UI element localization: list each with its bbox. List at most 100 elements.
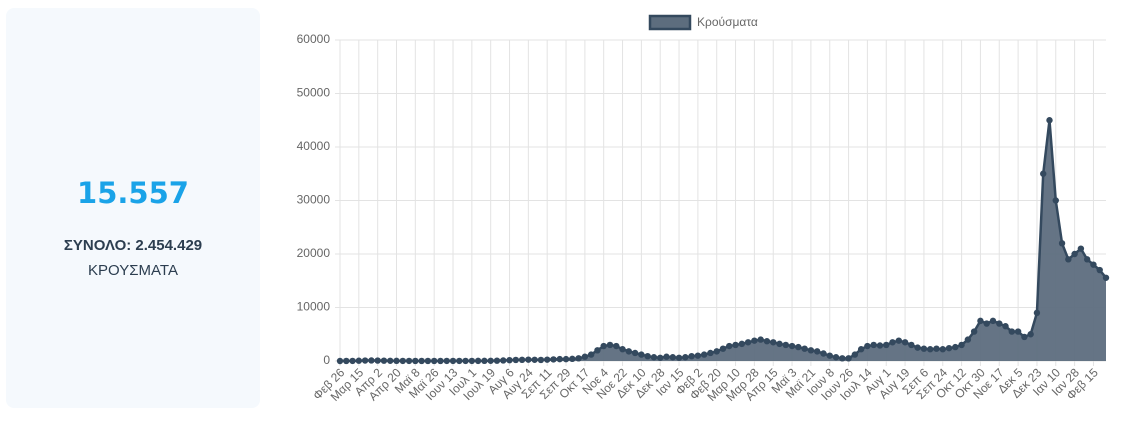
point bbox=[1071, 250, 1078, 258]
point bbox=[393, 357, 400, 365]
point bbox=[1027, 331, 1034, 338]
point bbox=[1040, 170, 1047, 177]
point bbox=[1090, 261, 1097, 268]
point bbox=[569, 355, 576, 363]
point bbox=[613, 342, 620, 350]
point bbox=[989, 317, 997, 325]
point bbox=[1046, 117, 1053, 124]
summary-card: 15.557 ΣΥΝΟΛΟ: 2.454.429 ΚΡΟΥΣΜΑΤΑ bbox=[6, 8, 260, 408]
point bbox=[889, 339, 896, 346]
y-tick-label: 40000 bbox=[297, 139, 331, 153]
point bbox=[832, 354, 840, 361]
point bbox=[449, 357, 457, 365]
point bbox=[757, 336, 764, 343]
point bbox=[864, 342, 871, 350]
point bbox=[625, 348, 633, 355]
point bbox=[700, 351, 708, 358]
point bbox=[487, 357, 494, 364]
point bbox=[883, 341, 890, 349]
point bbox=[738, 340, 746, 348]
point bbox=[914, 344, 921, 351]
point bbox=[355, 357, 363, 364]
point bbox=[939, 346, 946, 353]
point bbox=[1021, 333, 1028, 341]
y-tick-label: 10000 bbox=[297, 300, 331, 314]
point bbox=[1014, 328, 1022, 335]
point bbox=[1002, 323, 1009, 330]
point bbox=[1033, 309, 1041, 317]
point bbox=[481, 357, 488, 365]
point bbox=[437, 357, 444, 365]
point bbox=[895, 337, 903, 344]
point bbox=[405, 357, 413, 365]
point bbox=[631, 349, 639, 357]
legend-swatch bbox=[648, 14, 692, 31]
point bbox=[644, 352, 651, 360]
point bbox=[945, 344, 953, 352]
point bbox=[424, 357, 432, 365]
point bbox=[361, 357, 369, 364]
point bbox=[1077, 245, 1085, 252]
point bbox=[619, 346, 626, 353]
point bbox=[525, 356, 532, 363]
point bbox=[474, 357, 482, 365]
point bbox=[870, 341, 877, 349]
point bbox=[1008, 328, 1016, 335]
point bbox=[688, 352, 695, 360]
point bbox=[456, 357, 463, 365]
point bbox=[964, 336, 972, 343]
point bbox=[770, 339, 777, 346]
card-label: ΚΡΟΥΣΜΑΤΑ bbox=[88, 262, 178, 279]
point bbox=[343, 357, 350, 365]
point bbox=[412, 357, 419, 365]
point bbox=[537, 356, 545, 364]
point bbox=[970, 328, 978, 335]
point bbox=[713, 348, 720, 355]
point bbox=[374, 357, 381, 364]
y-tick-label: 30000 bbox=[297, 193, 331, 207]
point bbox=[1058, 240, 1066, 247]
point bbox=[851, 351, 859, 358]
area bbox=[340, 120, 1106, 361]
point bbox=[813, 348, 821, 355]
point bbox=[876, 342, 884, 349]
point bbox=[650, 354, 658, 361]
point bbox=[430, 357, 438, 365]
point bbox=[387, 357, 394, 364]
point bbox=[556, 355, 563, 363]
point bbox=[575, 355, 582, 362]
daily-value: 15.557 bbox=[77, 176, 189, 210]
point bbox=[901, 339, 909, 346]
point bbox=[336, 357, 344, 365]
point bbox=[368, 357, 375, 364]
legend-label: Κρούσματα bbox=[697, 15, 758, 29]
point bbox=[380, 357, 388, 364]
point bbox=[732, 341, 739, 349]
point bbox=[418, 357, 425, 365]
point bbox=[795, 343, 802, 351]
point bbox=[600, 342, 607, 350]
point bbox=[694, 352, 702, 359]
point bbox=[462, 357, 469, 365]
point bbox=[707, 349, 714, 357]
point bbox=[926, 346, 934, 353]
point bbox=[518, 356, 526, 364]
point bbox=[933, 345, 940, 352]
point bbox=[920, 345, 928, 352]
point bbox=[550, 356, 557, 363]
point bbox=[663, 353, 670, 360]
point bbox=[801, 345, 808, 352]
point bbox=[1083, 256, 1091, 263]
y-tick-label: 0 bbox=[323, 353, 330, 367]
point bbox=[512, 356, 520, 364]
point bbox=[581, 353, 589, 360]
point bbox=[500, 357, 507, 364]
y-tick-label: 50000 bbox=[297, 86, 331, 100]
point bbox=[807, 347, 815, 354]
point bbox=[657, 354, 664, 361]
point bbox=[399, 357, 406, 365]
point bbox=[788, 342, 796, 350]
point bbox=[606, 341, 614, 349]
